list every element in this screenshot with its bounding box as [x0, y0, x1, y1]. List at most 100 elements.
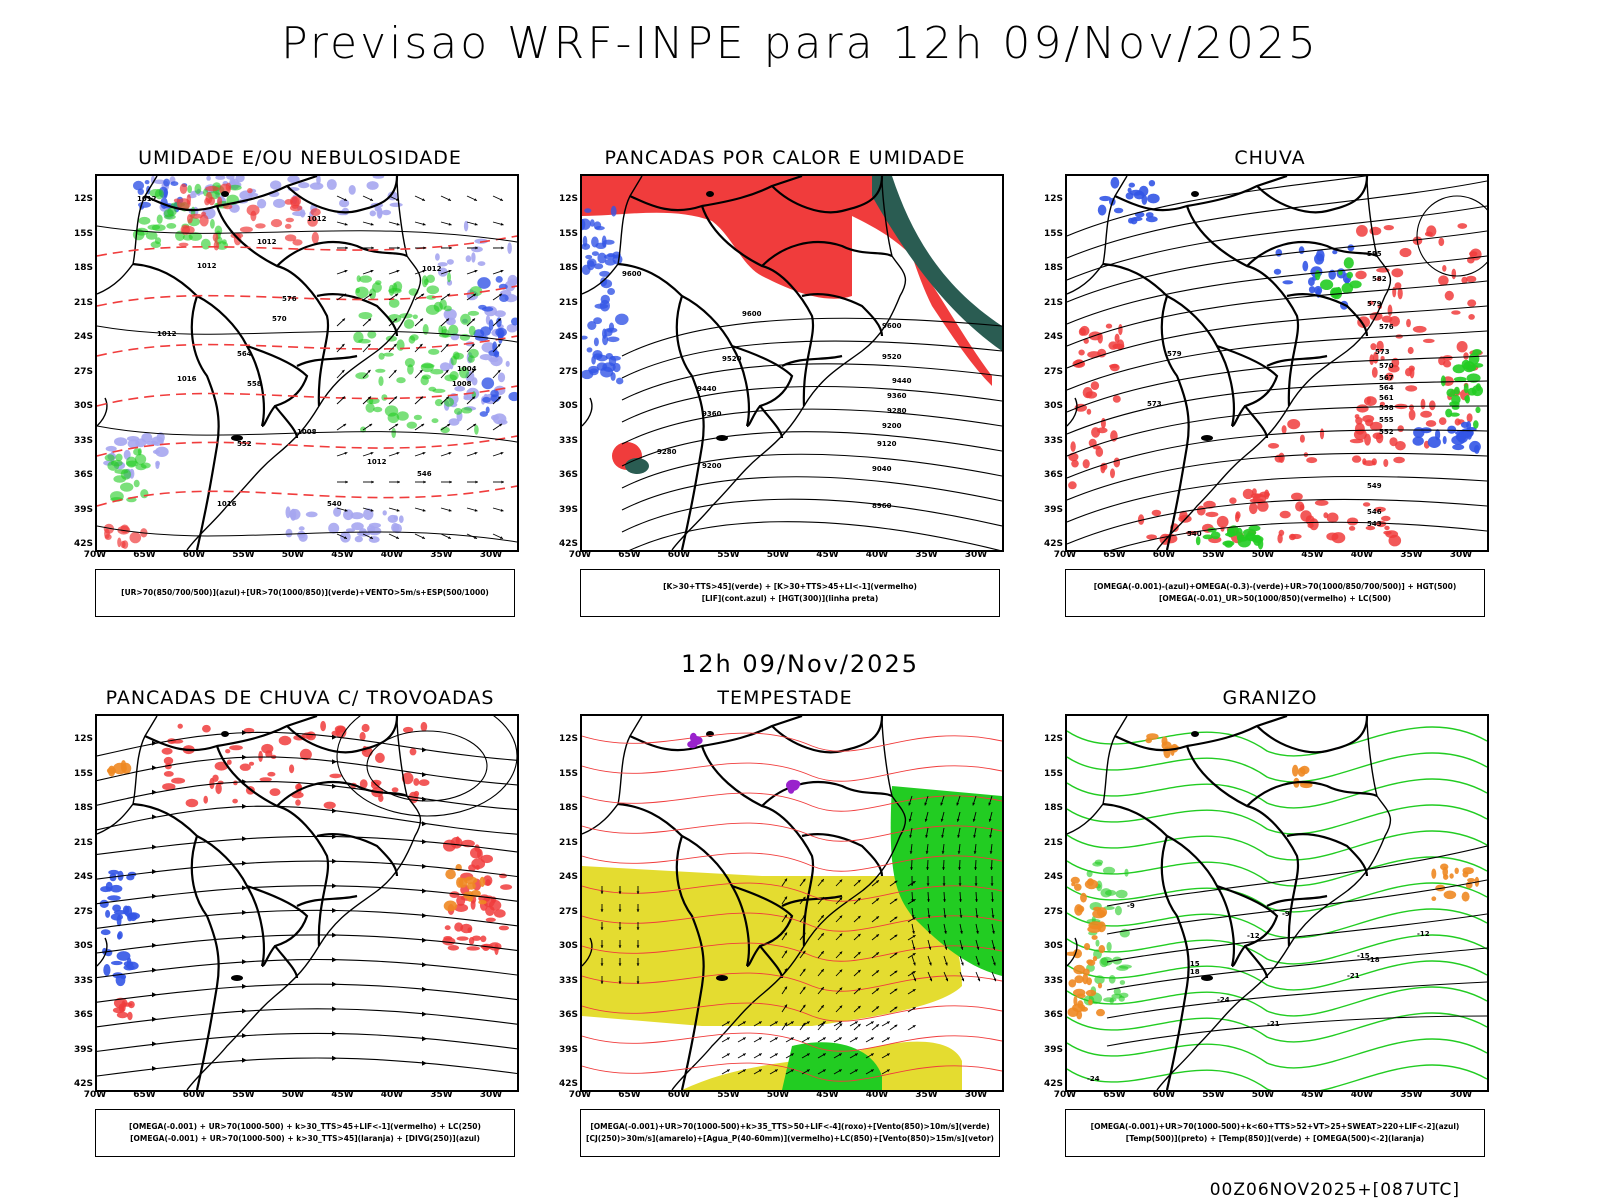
latitude-tick-label: 36S — [558, 1010, 578, 1020]
legend-box: [UR>70(850/700/500)](azul)+[UR>70(1000/8… — [95, 569, 515, 617]
latitude-tick-label: 30S — [558, 401, 578, 411]
panel-pancadas-trovoadas: PANCADAS DE CHUVA C/ TROVOADAS 12S 15S 18S 2… — [74, 687, 525, 1167]
contour-label: 1016 — [177, 375, 197, 383]
latitude-tick-label: 27S — [73, 366, 93, 377]
latitude-tick-label: 42S — [558, 539, 578, 549]
longitude-tick-label: 70W — [83, 550, 107, 560]
map-canvas: 9600 9600 9520 9440 9360 9600 9520 9440 9360 9280… — [582, 176, 1002, 550]
longitude-tick-label: 35W — [430, 1090, 453, 1100]
longitude-tick-label: 65W — [1103, 550, 1126, 560]
contour-label: -9 — [1127, 902, 1135, 910]
longitude-tick-label: 40W — [380, 1090, 404, 1100]
longitude-tick-label: 65W — [133, 1090, 156, 1100]
run-info-footer: 00Z06NOV2025+[087UTC] — [1209, 1180, 1460, 1200]
contour-label: 558 — [1379, 404, 1394, 412]
legend-text: [OMEGA(-0.001) + UR>70(1000-500) + k>30_… — [129, 1122, 481, 1131]
longitude-tick-label: 35W — [915, 550, 938, 560]
latitude-tick-label: 27S — [558, 366, 578, 377]
latitude-tick-label: 12S — [73, 194, 93, 204]
contour-label: 1012 — [422, 265, 442, 273]
contour-label: 9360 — [887, 392, 907, 400]
contour-label: -24 — [1217, 996, 1230, 1004]
latitude-tick-label: 24S — [73, 872, 93, 882]
latitude-tick-label: 27S — [558, 906, 578, 917]
contour-label: 9600 — [622, 270, 642, 278]
longitude-tick-label: 60W — [667, 1090, 691, 1100]
latitude-tick-label: 27S — [73, 906, 93, 917]
contour-label: 573 — [1375, 348, 1390, 356]
forecast-time-label: 12h 09/Nov/2025 — [680, 650, 919, 678]
longitude-tick-label: 35W — [1400, 1090, 1423, 1100]
latitude-tick-label: 12S — [558, 734, 578, 744]
latitude-tick-label: 24S — [1043, 872, 1063, 882]
longitude-tick-label: 35W — [430, 550, 453, 560]
panel-title: UMIDADE E/OU NEBULOSIDADE — [138, 147, 462, 169]
contour-label: 9280 — [887, 407, 907, 415]
latitude-tick-label: 33S — [73, 975, 93, 986]
contour-label: 1008 — [297, 428, 317, 436]
latitude-tick-label: 21S — [73, 837, 93, 848]
legend-text: [OMEGA(-0.001)+UR>70(1000-500)+k<60+TTS>… — [1090, 1122, 1460, 1131]
longitude-tick-label: 50W — [766, 1090, 790, 1100]
longitude-tick-label: 70W — [568, 1090, 592, 1100]
longitude-tick-label: 55W — [717, 550, 740, 560]
latitude-tick-label: 39S — [73, 504, 93, 515]
contour-label: -18 — [1187, 968, 1200, 976]
longitude-tick-label: 40W — [1350, 550, 1374, 560]
longitude-tick-label: 50W — [1251, 1090, 1275, 1100]
latitude-tick-label: 39S — [558, 504, 578, 515]
longitude-tick-label: 45W — [1301, 550, 1324, 560]
contour-label: 9200 — [882, 422, 902, 430]
contour-label: 549 — [1367, 482, 1382, 490]
contour-label: 9360 — [702, 410, 722, 418]
latitude-tick-label: 33S — [73, 435, 93, 446]
contour-label: 540 — [327, 500, 342, 508]
longitude-tick-label: 45W — [1301, 1090, 1324, 1100]
longitude-tick-label: 55W — [232, 550, 255, 560]
contour-label: 582 — [1372, 275, 1387, 283]
forecast-map: -9 -12 -15 -18 -21 -24 -9 -12 -15 -18 -21 -24 — [1065, 714, 1489, 1092]
longitude-tick-label: 55W — [717, 1090, 740, 1100]
latitude-tick-label: 42S — [73, 1079, 93, 1089]
latitude-tick-label: 42S — [73, 539, 93, 549]
longitude-tick-label: 40W — [1350, 1090, 1374, 1100]
longitude-tick-label: 45W — [816, 550, 839, 560]
panel-title: PANCADAS DE CHUVA C/ TROVOADAS — [105, 687, 495, 709]
latitude-tick-label: 36S — [1043, 470, 1063, 480]
latitude-tick-label: 15S — [558, 768, 578, 779]
legend-box: [OMEGA(-0.001) + UR>70(1000-500) + k>30_… — [95, 1109, 515, 1157]
contour-label: 9200 — [702, 462, 722, 470]
latitude-tick-label: 36S — [558, 470, 578, 480]
legend-text: [LIF](cont.azul) + [HGT(300)](linha pret… — [701, 594, 879, 603]
contour-label: 9120 — [877, 440, 897, 448]
legend-text: [K>30+TTS>45](verde) + [K>30+TTS>45+LI<-… — [663, 582, 917, 591]
panel-chuva: CHUVA 585 582 579 576 573 570 567 564 561 558 555 55… — [1044, 147, 1495, 627]
latitude-tick-label: 42S — [1043, 1079, 1063, 1089]
longitude-tick-label: 70W — [1053, 550, 1077, 560]
longitude-tick-label: 50W — [281, 550, 305, 560]
longitude-tick-label: 40W — [380, 550, 404, 560]
panel-title: PANCADAS POR CALOR E UMIDADE — [604, 147, 966, 169]
contour-label: 555 — [1379, 416, 1394, 424]
latitude-tick-label: 21S — [1043, 297, 1063, 308]
map-canvas — [582, 716, 1002, 1090]
latitude-tick-label: 30S — [73, 941, 93, 951]
panel-pancadas-calor: PANCADAS POR CALOR E UMIDADE 9600 9600 9520… — [559, 147, 1010, 627]
forecast-map: 9600 9600 9520 9440 9360 9600 9520 9440 9360 9280… — [580, 174, 1004, 552]
contour-label: 1012 — [157, 330, 177, 338]
latitude-tick-label: 15S — [558, 228, 578, 239]
latitude-tick-label: 21S — [73, 297, 93, 308]
latitude-tick-label: 21S — [558, 297, 578, 308]
contour-label: 546 — [1367, 508, 1382, 516]
latitude-tick-label: 33S — [558, 435, 578, 446]
contour-label: 585 — [1367, 250, 1382, 258]
latitude-tick-label: 18S — [73, 803, 93, 813]
contour-label: -15 — [1357, 952, 1370, 960]
latitude-tick-label: 27S — [1043, 366, 1063, 377]
longitude-tick-label: 30W — [479, 1090, 503, 1100]
latitude-tick-label: 39S — [558, 1044, 578, 1055]
latitude-tick-label: 24S — [73, 332, 93, 342]
longitude-tick-label: 65W — [1103, 1090, 1126, 1100]
latitude-tick-label: 30S — [73, 401, 93, 411]
latitude-tick-label: 18S — [558, 803, 578, 813]
